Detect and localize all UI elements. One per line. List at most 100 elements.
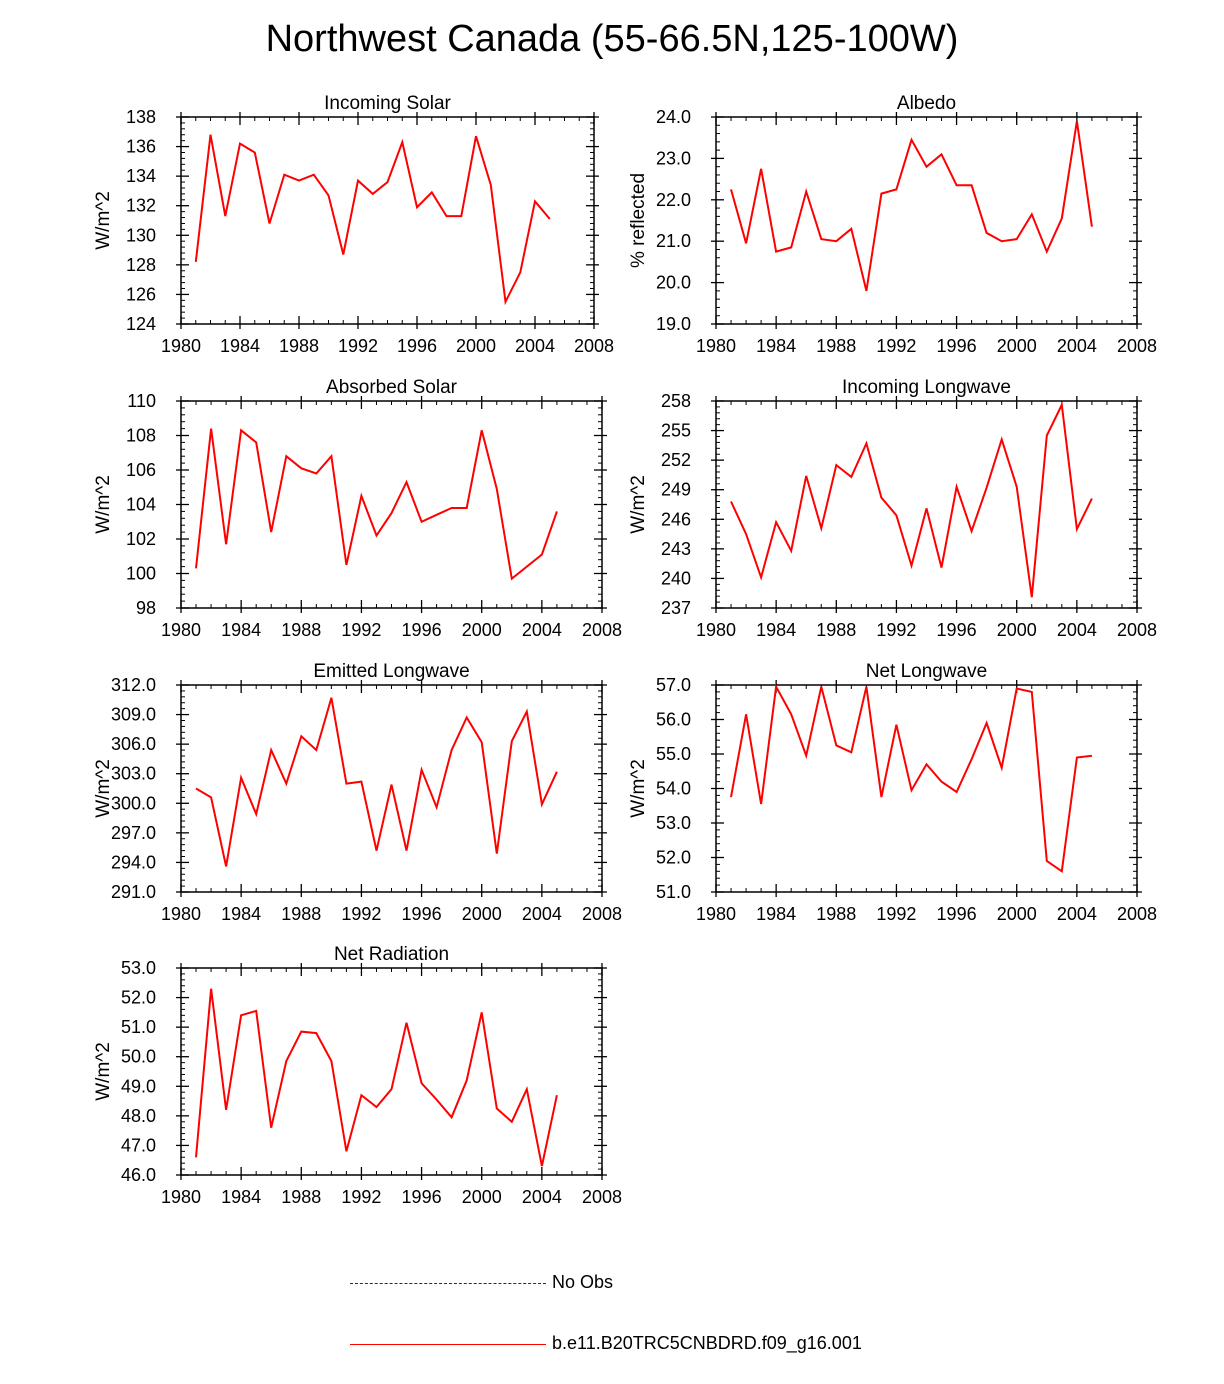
y-tick-label: 55.0 <box>656 744 691 764</box>
chart-panel-3: Absorbed Solar W/m^2 1980 1984 1988 1992 1996 2… <box>93 377 622 640</box>
y-tick-label: 53.0 <box>121 958 156 978</box>
x-tick-label: 2008 <box>1117 620 1157 640</box>
y-tick-label: 110 <box>127 391 156 411</box>
x-tick-label: 1984 <box>221 1187 261 1207</box>
plot-frame <box>180 967 603 1176</box>
y-tick-label: 106 <box>126 460 156 480</box>
series-line <box>730 120 1093 292</box>
y-tick-label: 252 <box>661 450 691 470</box>
plot-frame <box>715 684 1138 893</box>
y-tick-label: 246 <box>661 509 691 529</box>
x-tick-label: 1992 <box>341 620 381 640</box>
y-tick-label: 136 <box>126 137 156 157</box>
y-tick-label: 291.0 <box>111 882 156 902</box>
series-line <box>730 683 1093 874</box>
y-tick-label: 56.0 <box>656 710 691 730</box>
legend-obs-line <box>350 1283 546 1284</box>
chart-title: Albedo <box>897 93 956 114</box>
y-tick-label: 52.0 <box>121 988 156 1008</box>
y-axis-label: W/m^2 <box>93 475 114 534</box>
y-tick-label: 51.0 <box>121 1017 156 1037</box>
y-tick-label: 126 <box>126 284 156 304</box>
figure-title: Northwest Canada (55-66.5N,125-100W) <box>265 18 959 60</box>
x-tick-label: 2004 <box>522 904 562 924</box>
x-tick-label: 2004 <box>1057 620 1097 640</box>
legend-model-label: b.e11.B20TRC5CNBDRD.f09_g16.001 <box>552 1333 862 1353</box>
x-tick-label: 2000 <box>456 336 496 356</box>
x-tick-label: 1992 <box>341 904 381 924</box>
chart-panel-1: Incoming Solar W/m^2 1980 1984 1988 1992 1996 2… <box>93 93 614 356</box>
y-tick-label: 48.0 <box>121 1106 156 1126</box>
x-tick-label: 2000 <box>997 336 1037 356</box>
y-tick-label: 23.0 <box>656 148 691 168</box>
x-tick-label: 2004 <box>522 620 562 640</box>
y-tick-label: 306.0 <box>111 734 156 754</box>
chart-title: Incoming Solar <box>324 93 451 114</box>
x-tick-label: 1996 <box>937 904 977 924</box>
y-axis-label: W/m^2 <box>93 1042 114 1101</box>
series-line <box>195 428 558 581</box>
y-tick-label: 243 <box>661 539 691 559</box>
y-axis-label: W/m^2 <box>628 475 649 534</box>
chart-title: Incoming Longwave <box>842 377 1011 398</box>
y-tick-label: 52.0 <box>656 848 691 868</box>
x-tick-label: 2000 <box>997 904 1037 924</box>
series-line <box>195 697 558 867</box>
chart-panel-4: Incoming Longwave W/m^2 1980 1984 1988 1992 19… <box>628 377 1157 640</box>
y-tick-label: 258 <box>661 391 691 411</box>
y-tick-label: 21.0 <box>656 231 691 251</box>
x-tick-label: 1980 <box>696 336 736 356</box>
x-tick-label: 2008 <box>1117 904 1157 924</box>
y-tick-label: 104 <box>126 495 156 515</box>
chart-panel-5: Emitted Longwave W/m^2 1980 1984 1988 1992 199… <box>93 661 622 924</box>
x-tick-label: 1996 <box>402 620 442 640</box>
x-tick-label: 2004 <box>515 336 555 356</box>
y-tick-label: 128 <box>126 255 156 275</box>
y-tick-label: 249 <box>661 480 691 500</box>
x-tick-label: 1992 <box>876 620 916 640</box>
y-tick-label: 294.0 <box>111 852 156 872</box>
y-tick-label: 49.0 <box>121 1076 156 1096</box>
x-tick-label: 1996 <box>402 904 442 924</box>
y-tick-label: 255 <box>661 421 691 441</box>
x-tick-label: 2008 <box>574 336 614 356</box>
y-tick-label: 102 <box>126 529 156 549</box>
y-tick-label: 50.0 <box>121 1047 156 1067</box>
y-tick-label: 297.0 <box>111 823 156 843</box>
y-axis-label: W/m^2 <box>93 759 114 818</box>
x-tick-label: 2008 <box>1117 336 1157 356</box>
y-tick-label: 51.0 <box>656 882 691 902</box>
chart-title: Net Radiation <box>334 944 449 965</box>
y-tick-label: 108 <box>126 426 156 446</box>
y-tick-label: 303.0 <box>111 764 156 784</box>
chart-title: Emitted Longwave <box>313 661 469 682</box>
y-tick-label: 300.0 <box>111 793 156 813</box>
x-tick-label: 1984 <box>756 904 796 924</box>
x-tick-label: 1984 <box>756 620 796 640</box>
x-tick-label: 1980 <box>161 620 201 640</box>
y-tick-label: 100 <box>126 564 156 584</box>
x-tick-label: 1988 <box>281 904 321 924</box>
y-tick-label: 240 <box>661 568 691 588</box>
y-tick-label: 312.0 <box>111 675 156 695</box>
y-tick-label: 237 <box>661 598 691 618</box>
plot-frame <box>715 116 1138 325</box>
x-tick-label: 1980 <box>161 904 201 924</box>
y-tick-label: 134 <box>126 166 156 186</box>
y-tick-label: 130 <box>126 225 156 245</box>
y-tick-label: 57.0 <box>656 675 691 695</box>
x-tick-label: 1996 <box>402 1187 442 1207</box>
x-tick-label: 1992 <box>876 904 916 924</box>
x-tick-label: 1984 <box>221 904 261 924</box>
y-tick-label: 24.0 <box>656 107 691 127</box>
x-tick-label: 1988 <box>816 620 856 640</box>
x-tick-label: 1980 <box>161 1187 201 1207</box>
legend-model-line <box>350 1344 546 1345</box>
plot-frame <box>180 116 595 325</box>
y-axis-label: W/m^2 <box>628 759 649 818</box>
y-tick-label: 53.0 <box>656 813 691 833</box>
y-tick-label: 47.0 <box>121 1135 156 1155</box>
x-tick-label: 2008 <box>582 1187 622 1207</box>
chart-panel-7: Net Radiation W/m^2 1980 1984 1988 1992 1996 20… <box>93 944 622 1207</box>
